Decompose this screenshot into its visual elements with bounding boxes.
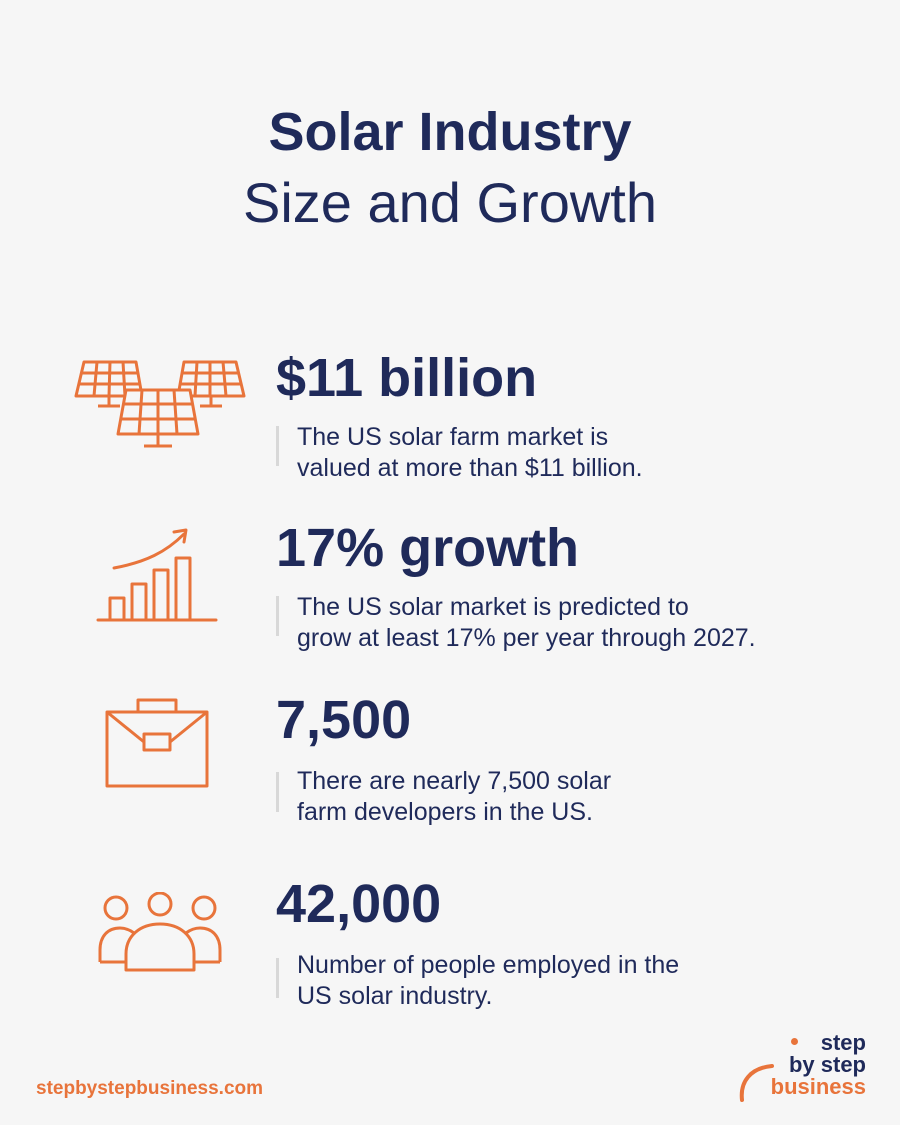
page-subtitle: Size and Growth <box>243 171 657 234</box>
stat-description-line: There are nearly 7,500 solar <box>297 767 612 795</box>
stat-value: 7,500 <box>276 690 412 750</box>
stat-description-line: US solar industry. <box>297 982 493 1010</box>
footer-website-link[interactable]: stepbystepbusiness.com <box>36 1078 264 1099</box>
stat-value: $11 billion <box>276 348 538 408</box>
stat-description-line: The US solar market is predicted to <box>297 593 689 621</box>
growth-chart-icon <box>96 528 218 622</box>
title-block: Solar Industry Size and Growth <box>0 100 900 238</box>
page-title: Solar Industry <box>268 100 631 164</box>
stat-description-line: grow at least 17% per year through 2027. <box>297 624 756 652</box>
logo-text-line: step <box>820 1030 866 1055</box>
stat-divider <box>276 772 279 812</box>
stat-description-line: farm developers in the US. <box>297 798 593 826</box>
stat-developers: 7,500 There are nearly 7,500 solar farm … <box>0 690 900 850</box>
logo-text-line: by step <box>788 1052 866 1077</box>
stat-growth: 17% growth The US solar market is predic… <box>0 518 900 678</box>
stat-divider <box>276 426 279 466</box>
stat-divider <box>276 596 279 636</box>
brand-logo: step by step business <box>736 1030 876 1102</box>
logo-text-line: business <box>770 1074 866 1099</box>
logo-arc-icon <box>739 1064 774 1102</box>
stat-market-value: $11 billion The US solar farm market is … <box>0 348 900 508</box>
stat-description-line: The US solar farm market is <box>297 423 609 451</box>
page-title-text: Solar Industry <box>268 102 632 162</box>
briefcase-icon <box>105 698 209 788</box>
stat-description: The US solar farm market is valued at mo… <box>297 422 887 484</box>
stat-divider <box>276 958 279 998</box>
solar-panels-icon <box>74 360 246 448</box>
stat-employment: 42,000 Number of people employed in the … <box>0 874 900 1034</box>
people-group-icon <box>98 892 222 972</box>
stat-value: 42,000 <box>276 874 442 934</box>
stat-value: 17% growth <box>276 518 580 578</box>
stat-description: Number of people employed in the US sola… <box>297 950 887 1012</box>
stat-description-line: valued at more than $11 billion. <box>297 454 643 482</box>
stat-description: There are nearly 7,500 solar farm develo… <box>297 766 887 828</box>
stat-description: The US solar market is predicted to grow… <box>297 592 887 654</box>
logo-dot-icon <box>791 1038 798 1045</box>
stat-description-line: Number of people employed in the <box>297 951 680 979</box>
